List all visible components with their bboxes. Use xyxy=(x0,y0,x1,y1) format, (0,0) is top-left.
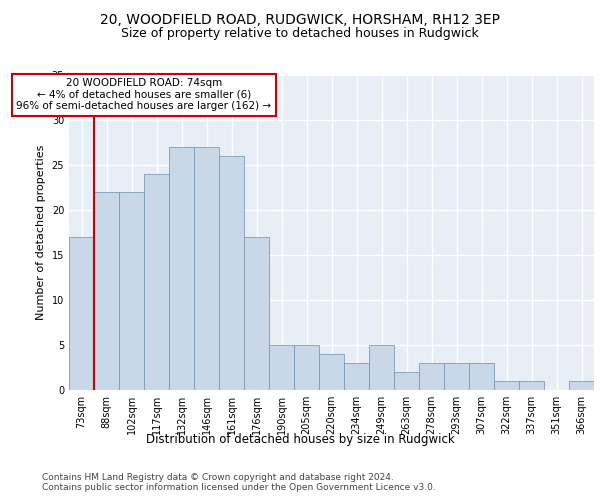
Bar xyxy=(494,381,519,390)
Bar xyxy=(194,147,219,390)
Text: 20 WOODFIELD ROAD: 74sqm
← 4% of detached houses are smaller (6)
96% of semi-det: 20 WOODFIELD ROAD: 74sqm ← 4% of detache… xyxy=(16,78,272,112)
Bar xyxy=(119,192,144,390)
Text: Distribution of detached houses by size in Rudgwick: Distribution of detached houses by size … xyxy=(146,432,454,446)
Text: Size of property relative to detached houses in Rudgwick: Size of property relative to detached ho… xyxy=(121,28,479,40)
Y-axis label: Number of detached properties: Number of detached properties xyxy=(36,145,46,320)
Bar xyxy=(294,345,319,390)
Bar xyxy=(319,354,344,390)
Bar xyxy=(469,363,494,390)
Bar xyxy=(394,372,419,390)
Bar xyxy=(369,345,394,390)
Bar xyxy=(244,237,269,390)
Text: Contains HM Land Registry data © Crown copyright and database right 2024.
Contai: Contains HM Land Registry data © Crown c… xyxy=(42,472,436,492)
Bar xyxy=(569,381,594,390)
Bar xyxy=(444,363,469,390)
Bar xyxy=(94,192,119,390)
Bar xyxy=(169,147,194,390)
Bar xyxy=(519,381,544,390)
Bar xyxy=(419,363,444,390)
Text: 20, WOODFIELD ROAD, RUDGWICK, HORSHAM, RH12 3EP: 20, WOODFIELD ROAD, RUDGWICK, HORSHAM, R… xyxy=(100,12,500,26)
Bar xyxy=(69,237,94,390)
Bar xyxy=(344,363,369,390)
Bar xyxy=(144,174,169,390)
Bar xyxy=(219,156,244,390)
Bar xyxy=(269,345,294,390)
